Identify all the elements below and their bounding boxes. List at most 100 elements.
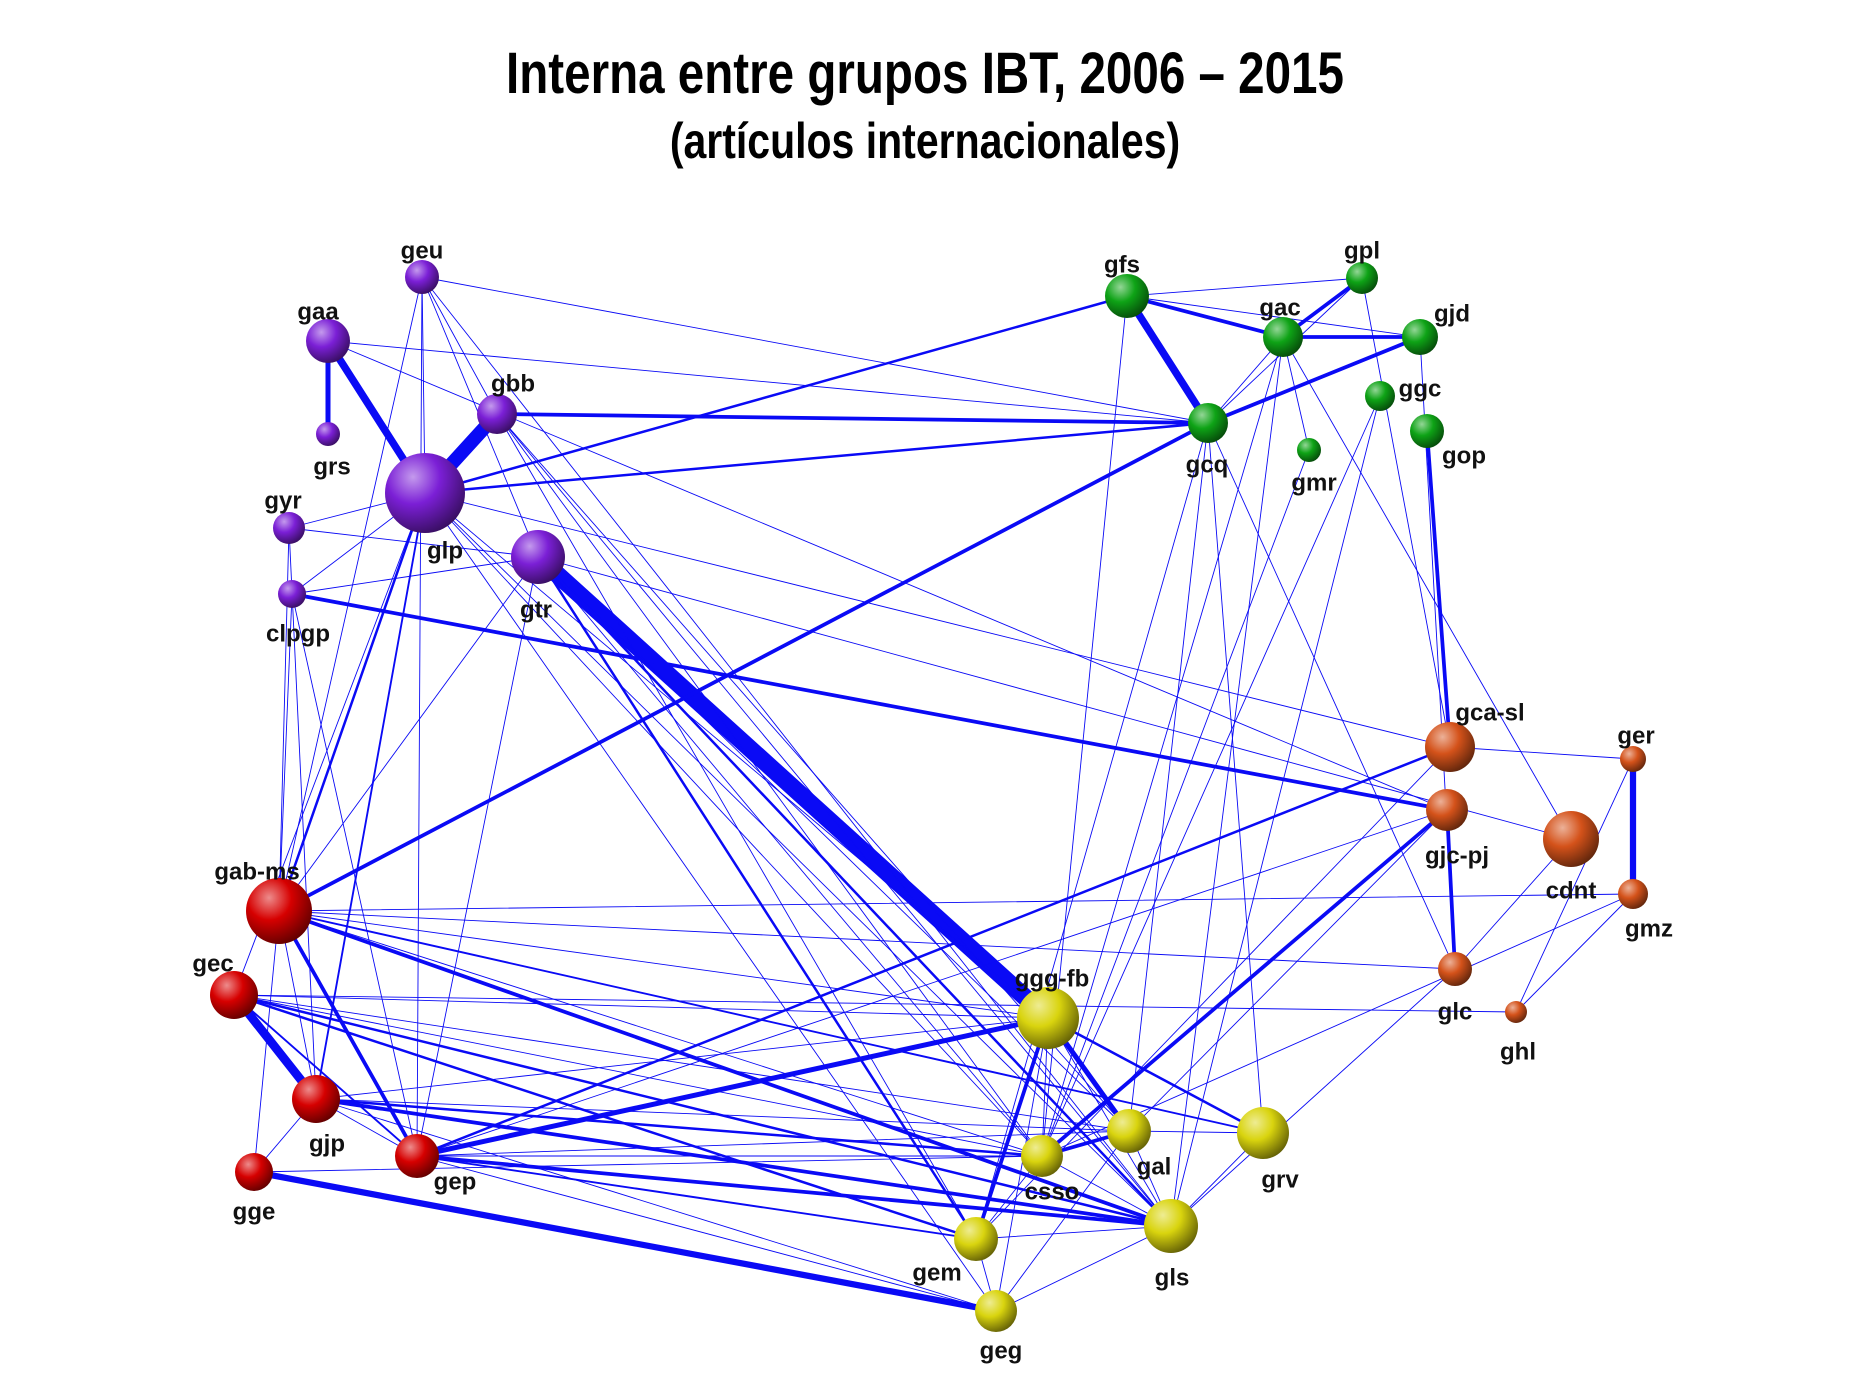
node-label-cdnt: cdnt (1546, 877, 1597, 904)
edge-ggg-fb-grv (1046, 1016, 1265, 1135)
edge-ger-gca-sl (1449, 746, 1634, 760)
edge-geu-gbb (421, 276, 498, 415)
node-geg (975, 1290, 1017, 1332)
node-label-gls: gls (1155, 1264, 1190, 1291)
node-gec (210, 971, 258, 1019)
edge-gec-gem (232, 993, 978, 1241)
node-gls (1144, 1199, 1198, 1253)
edge-gbb-gls (496, 413, 1172, 1227)
edge-ghl-gec (233, 994, 1517, 1013)
node-label-gac: gac (1259, 294, 1300, 321)
node-gjc-pj (1426, 789, 1468, 831)
node-gca-sl (1425, 722, 1475, 772)
node-layer (210, 260, 1648, 1332)
edge-gac-csso (1041, 336, 1284, 1157)
node-label-gjc-pj: gjc-pj (1425, 842, 1489, 869)
edge-gab-ms-glc (278, 910, 1456, 970)
node-label-gfs: gfs (1104, 251, 1140, 278)
node-gyr (273, 512, 305, 544)
node-ggc (1365, 381, 1395, 411)
edge-ggg-fb-geg (995, 1017, 1049, 1312)
edge-geu-gcq (421, 276, 1209, 424)
node-gmz (1618, 879, 1648, 909)
edge-gjp-geg (315, 1098, 997, 1312)
edge-ggc-gls (1170, 395, 1381, 1227)
edge-gac-gls (1170, 336, 1284, 1227)
edge-gcq-gal (1128, 422, 1209, 1132)
edge-gmr-csso (1041, 449, 1310, 1157)
edge-gac-cdnt (1282, 336, 1572, 840)
node-grv (1237, 1107, 1289, 1159)
node-label-glp: glp (427, 537, 463, 564)
edge-geu-gab-ms (278, 276, 423, 912)
edge-gab-ms-gge (253, 910, 280, 1173)
edge-geu-gep (416, 276, 423, 1157)
chart-title: Interna entre grupos IBT, 2006 – 2015 (506, 41, 1344, 106)
edge-gec-csso (233, 994, 1043, 1157)
edge-gtr-gem (536, 555, 978, 1241)
node-label-gca-sl: gca-sl (1455, 699, 1524, 726)
node-label-csso: csso (1025, 1178, 1080, 1205)
node-grs (316, 422, 340, 446)
node-glc (1438, 952, 1472, 986)
node-gmr (1297, 438, 1321, 462)
label-layer: geu gaa grs gbb glp gyr clpgp gtr gfs gpl gac gjd gg… (192, 237, 1673, 1364)
node-label-geg: geg (980, 1337, 1023, 1364)
node-label-ghl: ghl (1500, 1038, 1536, 1065)
edge-gfs-gac (1125, 294, 1285, 339)
node-label-grv: grv (1261, 1166, 1299, 1193)
node-geu (405, 260, 439, 294)
node-label-grs: grs (313, 453, 350, 480)
edge-gmz-gab-ms (278, 893, 1634, 912)
edge-gtr-ggg-fb (529, 548, 1057, 1027)
node-gjp (292, 1075, 340, 1123)
node-label-clpgp: clpgp (266, 620, 330, 647)
edge-gab-ms-csso (278, 910, 1043, 1157)
node-csso (1021, 1135, 1063, 1177)
edge-glc-gls (1170, 968, 1456, 1227)
edge-glp-gca-sl (424, 492, 1451, 748)
edge-gal-geg (995, 1130, 1130, 1312)
node-gem (954, 1217, 998, 1261)
edge-ggc-csso (1041, 395, 1381, 1157)
edge-cdnt-glc (1454, 838, 1572, 970)
edge-glp-gls (424, 492, 1172, 1227)
edge-gbb-gem (496, 413, 977, 1240)
edge-gjp-ggg-fb (315, 1017, 1049, 1100)
node-gal (1107, 1109, 1151, 1153)
node-gab-ms (246, 878, 312, 944)
edge-glp-gcq (423, 421, 1210, 495)
node-label-gyr: gyr (264, 487, 301, 514)
node-clpgp (278, 580, 306, 608)
edge-gab-ms-gcq (277, 421, 1210, 913)
edge-clpgp-gjc-pj (290, 592, 1449, 812)
edge-gge-csso (253, 1155, 1043, 1173)
edge-gtr-csso (537, 556, 1043, 1157)
edge-gtr-gls (536, 555, 1173, 1228)
edge-gec-gal (233, 994, 1130, 1132)
edge-clpgp-gab-ms (278, 593, 293, 912)
node-label-gjp: gjp (309, 1130, 345, 1157)
node-label-gep: gep (434, 1168, 477, 1195)
node-gop (1410, 414, 1444, 448)
edge-gyr-gtr (288, 527, 539, 558)
node-gjd (1402, 319, 1438, 355)
node-gfs (1105, 274, 1149, 318)
node-label-gbb: gbb (491, 370, 535, 397)
edge-gjp-gal (315, 1098, 1130, 1132)
edge-gfs-glp (423, 294, 1129, 495)
edge-glp-csso (424, 492, 1043, 1157)
node-gpl (1346, 262, 1378, 294)
edge-gep-gls (415, 1154, 1173, 1228)
node-label-glc: glc (1438, 998, 1473, 1025)
edge-gep-ggg-fb (414, 1015, 1051, 1159)
node-gaa (306, 319, 350, 363)
node-gcq (1188, 403, 1228, 443)
edge-gyr-gjp (288, 527, 317, 1100)
edge-gjc-pj-gep (416, 809, 1448, 1157)
node-label-gcq: gcq (1186, 451, 1229, 478)
edge-gcq-gjd (1206, 335, 1422, 425)
edge-gfs-gjd (1126, 295, 1421, 338)
node-label-gec: gec (192, 950, 233, 977)
